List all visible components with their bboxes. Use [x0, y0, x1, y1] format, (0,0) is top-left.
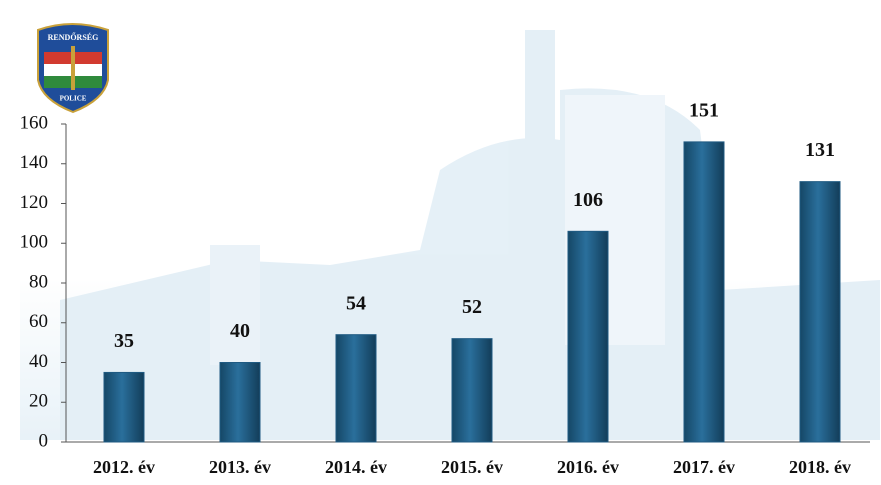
bar — [219, 362, 261, 443]
y-tick-label: 80 — [29, 271, 48, 292]
y-tick-label: 160 — [20, 112, 49, 133]
y-tick-label: 60 — [29, 311, 48, 332]
bar — [799, 181, 841, 443]
bar — [451, 338, 493, 443]
logo-bottom-text: POLICE — [60, 95, 87, 103]
value-label: 151 — [689, 99, 719, 121]
x-tick-label: 2017. év — [673, 457, 735, 477]
y-tick-label: 120 — [20, 192, 49, 213]
y-tick-label: 20 — [29, 391, 48, 412]
value-label: 35 — [114, 330, 134, 352]
x-tick-label: 2014. év — [325, 457, 387, 477]
value-label: 131 — [805, 139, 835, 161]
y-tick-label: 140 — [20, 152, 49, 173]
logo-top-text: RENDŐRSÉG — [48, 32, 99, 42]
value-label: 54 — [346, 292, 366, 314]
x-tick-label: 2013. év — [209, 457, 271, 477]
y-tick-label: 0 — [39, 430, 49, 451]
x-tick-label: 2016. év — [557, 457, 619, 477]
value-label: 40 — [230, 320, 250, 342]
bar — [335, 334, 377, 443]
x-tick-label: 2015. év — [441, 457, 503, 477]
value-label: 106 — [573, 189, 603, 211]
y-tick-label: 100 — [20, 232, 49, 253]
bar — [567, 230, 609, 443]
bar — [683, 141, 725, 443]
x-tick-label: 2012. év — [93, 457, 155, 477]
bar — [103, 371, 145, 443]
y-tick-label: 40 — [29, 351, 48, 372]
value-label: 52 — [462, 296, 482, 318]
logo: RENDŐRSÉG POLICE — [37, 23, 109, 114]
x-tick-label: 2018. év — [789, 457, 851, 477]
